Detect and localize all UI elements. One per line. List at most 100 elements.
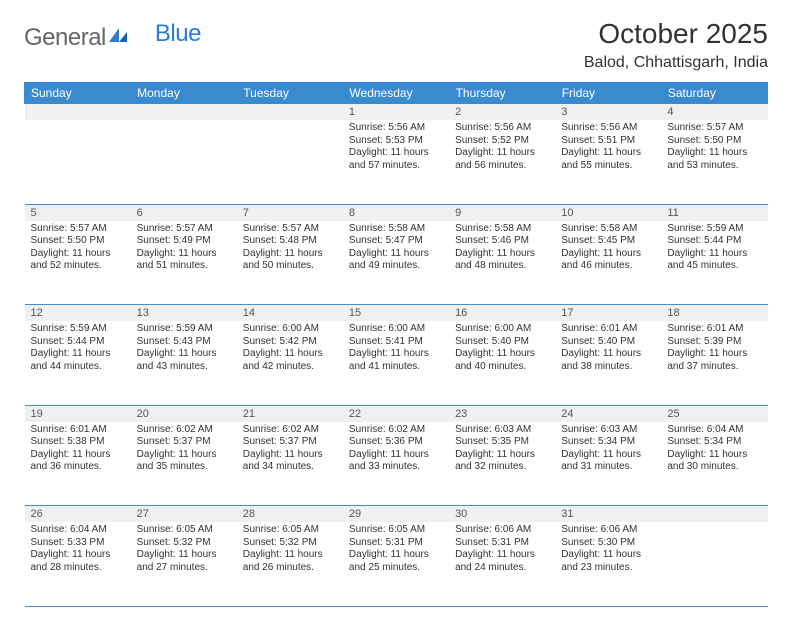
day-number-cell: 18 <box>661 305 767 322</box>
day-cell: Sunrise: 6:02 AMSunset: 5:37 PMDaylight:… <box>237 422 343 506</box>
day-number-row: 12131415161718 <box>25 305 768 322</box>
daylight-text: Daylight: 11 hours and 40 minutes. <box>455 348 549 373</box>
daylight-text: Daylight: 11 hours and 56 minutes. <box>455 147 549 172</box>
daylight-text: Daylight: 11 hours and 50 minutes. <box>243 248 337 273</box>
sunrise-text: Sunrise: 5:56 AM <box>561 122 655 135</box>
sunset-text: Sunset: 5:52 PM <box>455 135 549 148</box>
month-title: October 2025 <box>584 18 768 50</box>
sunset-text: Sunset: 5:32 PM <box>137 537 231 550</box>
day-number-cell: 13 <box>131 305 237 322</box>
sunrise-text: Sunrise: 5:59 AM <box>31 323 125 336</box>
day-cell: Sunrise: 6:00 AMSunset: 5:42 PMDaylight:… <box>237 321 343 405</box>
day-number-row: 567891011 <box>25 204 768 221</box>
day-number-cell: 4 <box>661 104 767 120</box>
day-number-cell: 25 <box>661 405 767 422</box>
day-details: Sunrise: 6:06 AMSunset: 5:31 PMDaylight:… <box>449 522 555 578</box>
day-number-cell: 1 <box>343 104 449 120</box>
daylight-text: Daylight: 11 hours and 48 minutes. <box>455 248 549 273</box>
day-details: Sunrise: 6:00 AMSunset: 5:42 PMDaylight:… <box>237 321 343 377</box>
daylight-text: Daylight: 11 hours and 27 minutes. <box>137 549 231 574</box>
sunset-text: Sunset: 5:46 PM <box>455 235 549 248</box>
sunset-text: Sunset: 5:48 PM <box>243 235 337 248</box>
day-details: Sunrise: 6:04 AMSunset: 5:34 PMDaylight:… <box>661 422 767 478</box>
day-details: Sunrise: 5:58 AMSunset: 5:46 PMDaylight:… <box>449 221 555 277</box>
day-details: Sunrise: 5:57 AMSunset: 5:50 PMDaylight:… <box>661 120 767 176</box>
sunrise-text: Sunrise: 6:05 AM <box>243 524 337 537</box>
sunrise-text: Sunrise: 6:05 AM <box>137 524 231 537</box>
daylight-text: Daylight: 11 hours and 45 minutes. <box>667 248 761 273</box>
day-details: Sunrise: 5:56 AMSunset: 5:51 PMDaylight:… <box>555 120 661 176</box>
day-details: Sunrise: 5:58 AMSunset: 5:45 PMDaylight:… <box>555 221 661 277</box>
day-cell <box>661 522 767 606</box>
sunrise-text: Sunrise: 6:00 AM <box>243 323 337 336</box>
brand-name-blue: Blue <box>155 20 201 48</box>
sunset-text: Sunset: 5:30 PM <box>561 537 655 550</box>
day-cell: Sunrise: 6:03 AMSunset: 5:34 PMDaylight:… <box>555 422 661 506</box>
day-cell <box>237 120 343 204</box>
sunrise-text: Sunrise: 5:57 AM <box>31 223 125 236</box>
weekday-header: Sunday <box>25 82 131 104</box>
sunset-text: Sunset: 5:50 PM <box>667 135 761 148</box>
daylight-text: Daylight: 11 hours and 53 minutes. <box>667 147 761 172</box>
day-details: Sunrise: 6:06 AMSunset: 5:30 PMDaylight:… <box>555 522 661 578</box>
daylight-text: Daylight: 11 hours and 34 minutes. <box>243 449 337 474</box>
day-details: Sunrise: 6:02 AMSunset: 5:37 PMDaylight:… <box>237 422 343 478</box>
sunset-text: Sunset: 5:44 PM <box>667 235 761 248</box>
sunset-text: Sunset: 5:45 PM <box>561 235 655 248</box>
day-content-row: Sunrise: 5:57 AMSunset: 5:50 PMDaylight:… <box>25 221 768 305</box>
daylight-text: Daylight: 11 hours and 23 minutes. <box>561 549 655 574</box>
sunrise-text: Sunrise: 5:58 AM <box>561 223 655 236</box>
weekday-header: Wednesday <box>343 82 449 104</box>
day-details: Sunrise: 6:01 AMSunset: 5:39 PMDaylight:… <box>661 321 767 377</box>
day-cell: Sunrise: 5:58 AMSunset: 5:46 PMDaylight:… <box>449 221 555 305</box>
day-number-cell: 22 <box>343 405 449 422</box>
day-number-cell: 20 <box>131 405 237 422</box>
day-number-cell: 3 <box>555 104 661 120</box>
brand-mark-icon <box>109 26 129 47</box>
daylight-text: Daylight: 11 hours and 28 minutes. <box>31 549 125 574</box>
day-details: Sunrise: 6:04 AMSunset: 5:33 PMDaylight:… <box>25 522 131 578</box>
day-details: Sunrise: 5:56 AMSunset: 5:52 PMDaylight:… <box>449 120 555 176</box>
daylight-text: Daylight: 11 hours and 32 minutes. <box>455 449 549 474</box>
day-number-cell <box>131 104 237 120</box>
day-cell: Sunrise: 5:59 AMSunset: 5:43 PMDaylight:… <box>131 321 237 405</box>
day-cell: Sunrise: 5:57 AMSunset: 5:50 PMDaylight:… <box>25 221 131 305</box>
day-details: Sunrise: 6:00 AMSunset: 5:41 PMDaylight:… <box>343 321 449 377</box>
day-cell: Sunrise: 6:04 AMSunset: 5:34 PMDaylight:… <box>661 422 767 506</box>
sunset-text: Sunset: 5:37 PM <box>137 436 231 449</box>
day-details: Sunrise: 6:02 AMSunset: 5:36 PMDaylight:… <box>343 422 449 478</box>
day-cell: Sunrise: 6:00 AMSunset: 5:41 PMDaylight:… <box>343 321 449 405</box>
day-cell: Sunrise: 5:56 AMSunset: 5:51 PMDaylight:… <box>555 120 661 204</box>
day-number-cell: 11 <box>661 204 767 221</box>
sunset-text: Sunset: 5:49 PM <box>137 235 231 248</box>
sunrise-text: Sunrise: 5:59 AM <box>667 223 761 236</box>
brand-logo: General Blue <box>24 18 179 52</box>
day-cell: Sunrise: 6:05 AMSunset: 5:32 PMDaylight:… <box>237 522 343 606</box>
day-details: Sunrise: 5:57 AMSunset: 5:49 PMDaylight:… <box>131 221 237 277</box>
sunrise-text: Sunrise: 6:04 AM <box>31 524 125 537</box>
day-cell: Sunrise: 6:02 AMSunset: 5:37 PMDaylight:… <box>131 422 237 506</box>
day-number-cell: 23 <box>449 405 555 422</box>
daylight-text: Daylight: 11 hours and 35 minutes. <box>137 449 231 474</box>
day-details: Sunrise: 5:57 AMSunset: 5:48 PMDaylight:… <box>237 221 343 277</box>
sunrise-text: Sunrise: 6:01 AM <box>667 323 761 336</box>
day-details: Sunrise: 5:59 AMSunset: 5:44 PMDaylight:… <box>25 321 131 377</box>
day-number-cell: 2 <box>449 104 555 120</box>
day-details: Sunrise: 6:05 AMSunset: 5:32 PMDaylight:… <box>131 522 237 578</box>
day-content-row: Sunrise: 5:56 AMSunset: 5:53 PMDaylight:… <box>25 120 768 204</box>
sunrise-text: Sunrise: 6:03 AM <box>455 424 549 437</box>
sunrise-text: Sunrise: 6:06 AM <box>561 524 655 537</box>
day-number-cell <box>25 104 131 120</box>
sunrise-text: Sunrise: 6:04 AM <box>667 424 761 437</box>
day-cell <box>25 120 131 204</box>
day-number-row: 262728293031 <box>25 506 768 523</box>
day-cell: Sunrise: 5:56 AMSunset: 5:53 PMDaylight:… <box>343 120 449 204</box>
day-content-row: Sunrise: 6:04 AMSunset: 5:33 PMDaylight:… <box>25 522 768 606</box>
weekday-header: Monday <box>131 82 237 104</box>
day-number-cell <box>661 506 767 523</box>
weekday-header: Thursday <box>449 82 555 104</box>
day-details: Sunrise: 6:05 AMSunset: 5:31 PMDaylight:… <box>343 522 449 578</box>
day-number-cell: 26 <box>25 506 131 523</box>
daylight-text: Daylight: 11 hours and 57 minutes. <box>349 147 443 172</box>
sunrise-text: Sunrise: 6:06 AM <box>455 524 549 537</box>
